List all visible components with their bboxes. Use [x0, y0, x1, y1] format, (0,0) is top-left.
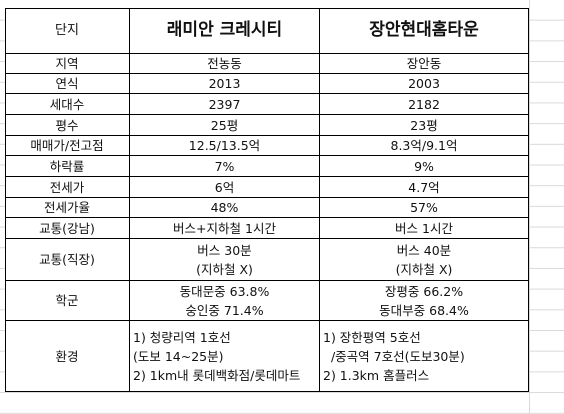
cell-text: 버스 1시간	[395, 220, 453, 236]
table-cell: 6억	[130, 177, 320, 198]
table-cell: 지역	[5, 54, 130, 74]
table-cell: 1) 청량리역 1호선 (도보 14~25분) 2) 1km내 롯데백화점/롯데마트	[130, 321, 320, 392]
cell-text: 하락률	[49, 158, 85, 174]
table-cell: 동대문중 63.8% 숭인중 71.4%	[130, 281, 320, 321]
table-cell: 2003	[320, 74, 529, 94]
table-cell: 매매가/전고점	[5, 136, 130, 156]
cell-text: 매매가/전고점	[30, 138, 104, 153]
table-cell: 전세가율	[5, 198, 130, 218]
cell-text: 동대부중 68.4%	[379, 302, 469, 318]
cell-text: 세대수	[49, 96, 85, 112]
cell-text: 2182	[408, 96, 440, 112]
cell-text: 래미안 크레시티	[166, 20, 283, 40]
cell-text: 4.7억	[408, 179, 440, 195]
cell-text: 2003	[408, 76, 440, 91]
table-cell: 9%	[320, 156, 529, 177]
cell-text: 단지	[55, 23, 79, 38]
cell-text: 장안동	[406, 56, 442, 71]
cell-text: 버스 40분	[396, 242, 452, 258]
header-cell: 단지	[5, 8, 130, 54]
cell-text: 연식	[55, 76, 79, 91]
table-cell: 교통(강남)	[5, 218, 130, 239]
cell-text: 1) 청량리역 1호선	[133, 329, 231, 345]
table-cell: 25평	[130, 115, 320, 136]
cell-text: 25평	[210, 117, 239, 133]
table-cell: 4.7억	[320, 177, 529, 198]
table-cell: 12.5/13.5억	[130, 136, 320, 156]
table-cell: 환경	[5, 321, 130, 392]
table-cell: 버스 1시간	[320, 218, 529, 239]
cell-text: (도보 14~25분)	[133, 348, 224, 364]
table-cell: 교통(직장)	[5, 239, 130, 281]
cell-text: 지역	[55, 56, 79, 71]
cell-text: (지하철 X)	[395, 261, 453, 277]
table-cell: 연식	[5, 74, 130, 94]
cell-text: 2397	[208, 96, 241, 112]
cell-text: 전농동	[207, 56, 242, 71]
cell-text: 6억	[214, 179, 235, 195]
table-cell: 2397	[130, 94, 320, 115]
table-cell: 전농동	[130, 54, 320, 74]
cell-text: 전세가	[49, 179, 85, 195]
cell-text: 9%	[414, 158, 434, 174]
table-cell: 전세가	[5, 177, 130, 198]
table-cell: 48%	[130, 198, 320, 218]
cell-text: 버스 30분	[197, 242, 252, 258]
cell-text: 1) 장한평역 5호선	[323, 329, 421, 345]
header-cell: 래미안 크레시티	[130, 8, 320, 54]
cell-text: 환경	[55, 348, 79, 364]
table-cell: 장평중 66.2% 동대부중 68.4%	[320, 281, 529, 321]
cell-text: 버스+지하철 1시간	[173, 220, 276, 236]
cell-text: 12.5/13.5억	[188, 138, 261, 153]
table-cell: 2013	[130, 74, 320, 94]
cell-text: 숭인중 71.4%	[185, 302, 264, 318]
table-cell: 평수	[5, 115, 130, 136]
table-cell: 장안동	[320, 54, 529, 74]
table-cell: 버스 30분 (지하철 X)	[130, 239, 320, 281]
table-cell: 하락률	[5, 156, 130, 177]
cell-text: 교통(강남)	[39, 220, 95, 236]
cell-text: 학군	[55, 293, 79, 308]
table-cell: 버스 40분 (지하철 X)	[320, 239, 529, 281]
cell-text: 동대문중 63.8%	[179, 283, 270, 299]
cell-text: 2013	[208, 76, 241, 91]
cell-text: 23평	[410, 117, 438, 133]
table-cell: 버스+지하철 1시간	[130, 218, 320, 239]
cell-text: 7%	[214, 158, 235, 174]
cell-text: 평수	[55, 117, 79, 133]
cell-text: (지하철 X)	[196, 261, 253, 277]
cell-text: 2) 1km내 롯데백화점/롯데마트	[133, 367, 301, 383]
cell-text: 교통(직장)	[39, 252, 95, 267]
header-cell: 장안현대홈타운	[320, 8, 529, 54]
table-cell: 57%	[320, 198, 529, 218]
cell-text: 전세가율	[43, 200, 90, 215]
table-cell: 2182	[320, 94, 529, 115]
cell-text: 8.3억/9.1억	[390, 138, 458, 153]
table-cell: 1) 장한평역 5호선 /중곡역 7호선(도보30분) 2) 1.3km 홈플러스	[320, 321, 529, 392]
cell-text: 장평중 66.2%	[384, 283, 464, 299]
table-cell: 23평	[320, 115, 529, 136]
table-cell: 학군	[5, 281, 130, 321]
table-cell: 8.3억/9.1억	[320, 136, 529, 156]
cell-text: 57%	[410, 200, 438, 215]
cell-text: /중곡역 7호선(도보30분)	[323, 348, 465, 364]
cell-text: 48%	[210, 200, 239, 215]
cell-text: 장안현대홈타운	[369, 20, 479, 40]
table-cell: 세대수	[5, 94, 130, 115]
cell-text: 2) 1.3km 홈플러스	[323, 367, 430, 383]
table-cell: 7%	[130, 156, 320, 177]
